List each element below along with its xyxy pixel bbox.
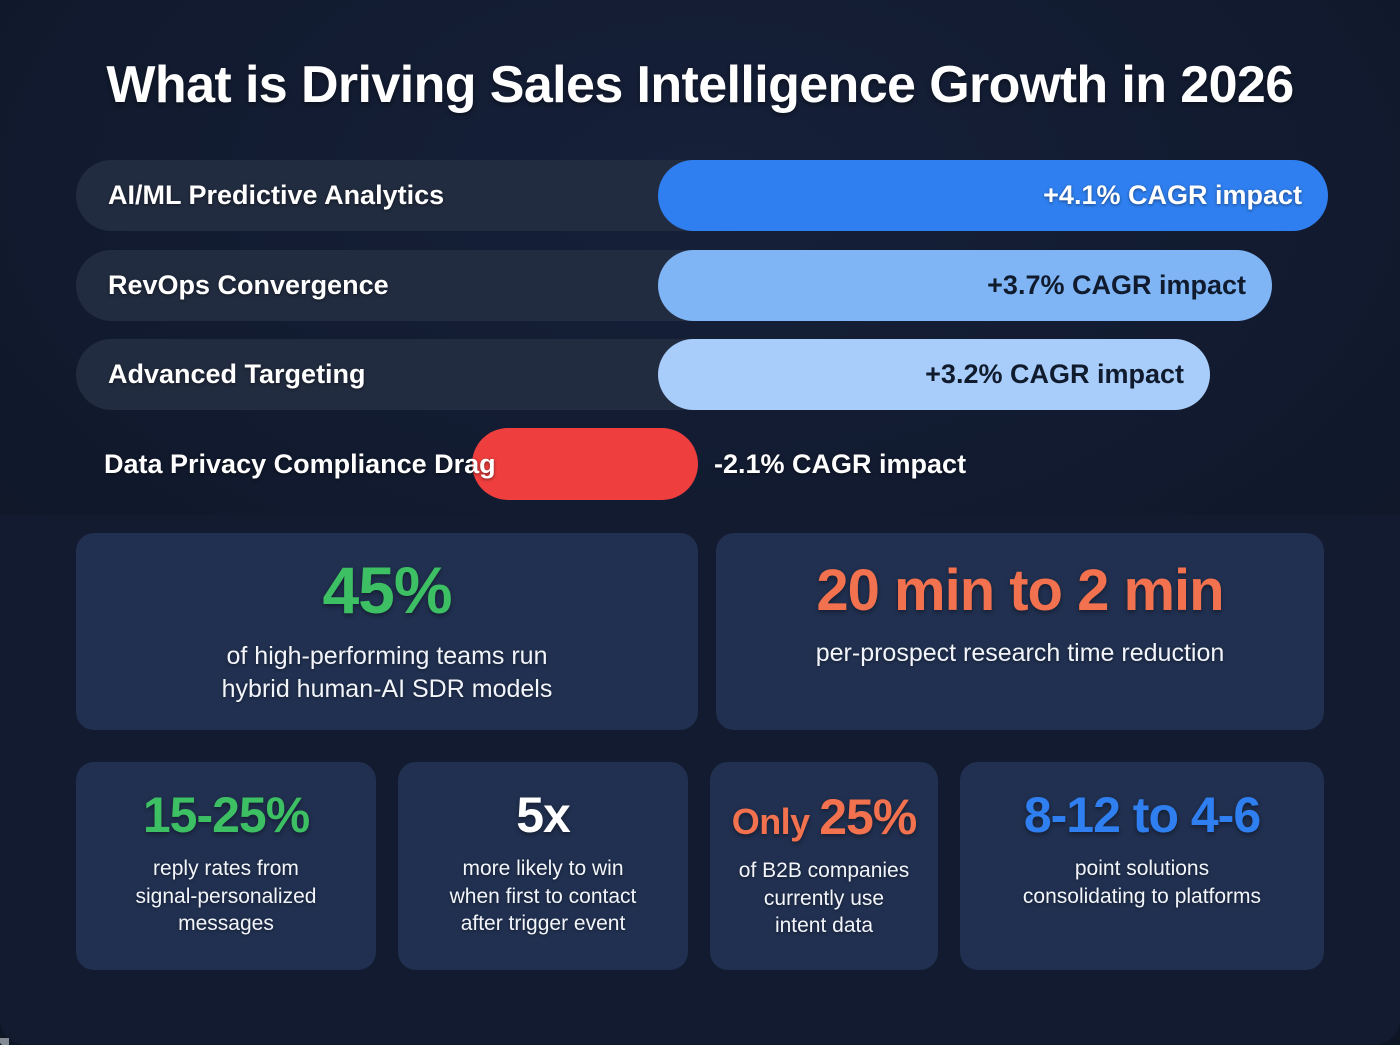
- stat-value: 15-25%: [142, 787, 310, 843]
- stat-card-research-time: 20 min to 2 min per-prospect research ti…: [716, 533, 1324, 730]
- stat-description-line: signal-personalized: [135, 884, 317, 908]
- stat-description-line: more likely to win: [462, 857, 624, 880]
- bar-fill-negative: [472, 428, 698, 500]
- stat-card-hybrid-sdr: 45% of high-performing teams run hybrid …: [76, 533, 698, 730]
- stat-description-line: reply rates from: [153, 857, 299, 880]
- stat-value-number: 25%: [819, 789, 917, 845]
- stat-value: 5x: [516, 787, 571, 843]
- canvas-corner-artifact: [0, 1038, 9, 1045]
- stat-value: 20 min to 2 min: [816, 558, 1224, 623]
- bar-label: Data Privacy Compliance Drag: [104, 448, 496, 479]
- bar-row-data-privacy-drag: Data Privacy Compliance Drag -2.1% CAGR …: [76, 420, 1076, 508]
- stat-description-line: hybrid human-AI SDR models: [221, 675, 553, 704]
- stat-card-platform-consolidation: 8-12 to 4-6 point solutions consolidatin…: [960, 762, 1324, 970]
- stat-description-line: intent data: [774, 914, 874, 938]
- stat-description: of B2B companies currently use intent da…: [739, 857, 909, 940]
- stat-description: per-prospect research time reduction: [816, 637, 1225, 670]
- stat-description-line: of high-performing teams run: [226, 642, 548, 671]
- bar-label: RevOps Convergence: [108, 270, 389, 300]
- bar-fill: [658, 250, 1272, 321]
- stat-description: more likely to win when first to contact…: [450, 855, 637, 938]
- stat-description-line: of B2B companies: [738, 859, 910, 882]
- stat-description: reply rates from signal-personalized mes…: [136, 855, 317, 938]
- stat-description-line: per-prospect research time reduction: [815, 639, 1225, 668]
- stat-card-reply-rates: 15-25% reply rates from signal-personali…: [76, 762, 376, 970]
- stat-description: of high-performing teams run hybrid huma…: [222, 640, 553, 706]
- stat-card-first-to-contact: 5x more likely to win when first to cont…: [398, 762, 688, 970]
- stat-value: 45%: [322, 552, 452, 627]
- bar-value: +3.2% CAGR impact: [925, 359, 1184, 389]
- bar-value: -2.1% CAGR impact: [714, 448, 967, 479]
- bar-value: +4.1% CAGR impact: [1043, 180, 1302, 210]
- stat-value: 8-12 to 4-6: [1023, 787, 1261, 843]
- stat-card-intent-data: Only 25% of B2B companies currently use …: [710, 762, 938, 970]
- stat-description-line: after trigger event: [460, 912, 626, 936]
- bar-fill: [658, 339, 1210, 410]
- bar-label: Advanced Targeting: [108, 359, 366, 389]
- stat-description: point solutions consolidating to platfor…: [1023, 855, 1261, 910]
- bar-label: AI/ML Predictive Analytics: [108, 180, 445, 210]
- stat-description-line: point solutions: [1074, 857, 1210, 880]
- stat-description-line: when first to contact: [449, 884, 637, 908]
- page-title: What is Driving Sales Intelligence Growt…: [106, 56, 1294, 114]
- bar-value: +3.7% CAGR impact: [987, 270, 1246, 300]
- stat-value-prefix: Only: [731, 801, 820, 842]
- bar-fill: [658, 160, 1328, 231]
- stat-description-line: messages: [178, 912, 274, 936]
- stat-description-line: currently use: [763, 886, 885, 910]
- stat-value: Only 25%: [731, 789, 918, 845]
- stat-description-line: consolidating to platforms: [1022, 884, 1262, 908]
- cagr-impact-bar-chart: AI/ML Predictive Analytics +4.1% CAGR im…: [0, 0, 1400, 510]
